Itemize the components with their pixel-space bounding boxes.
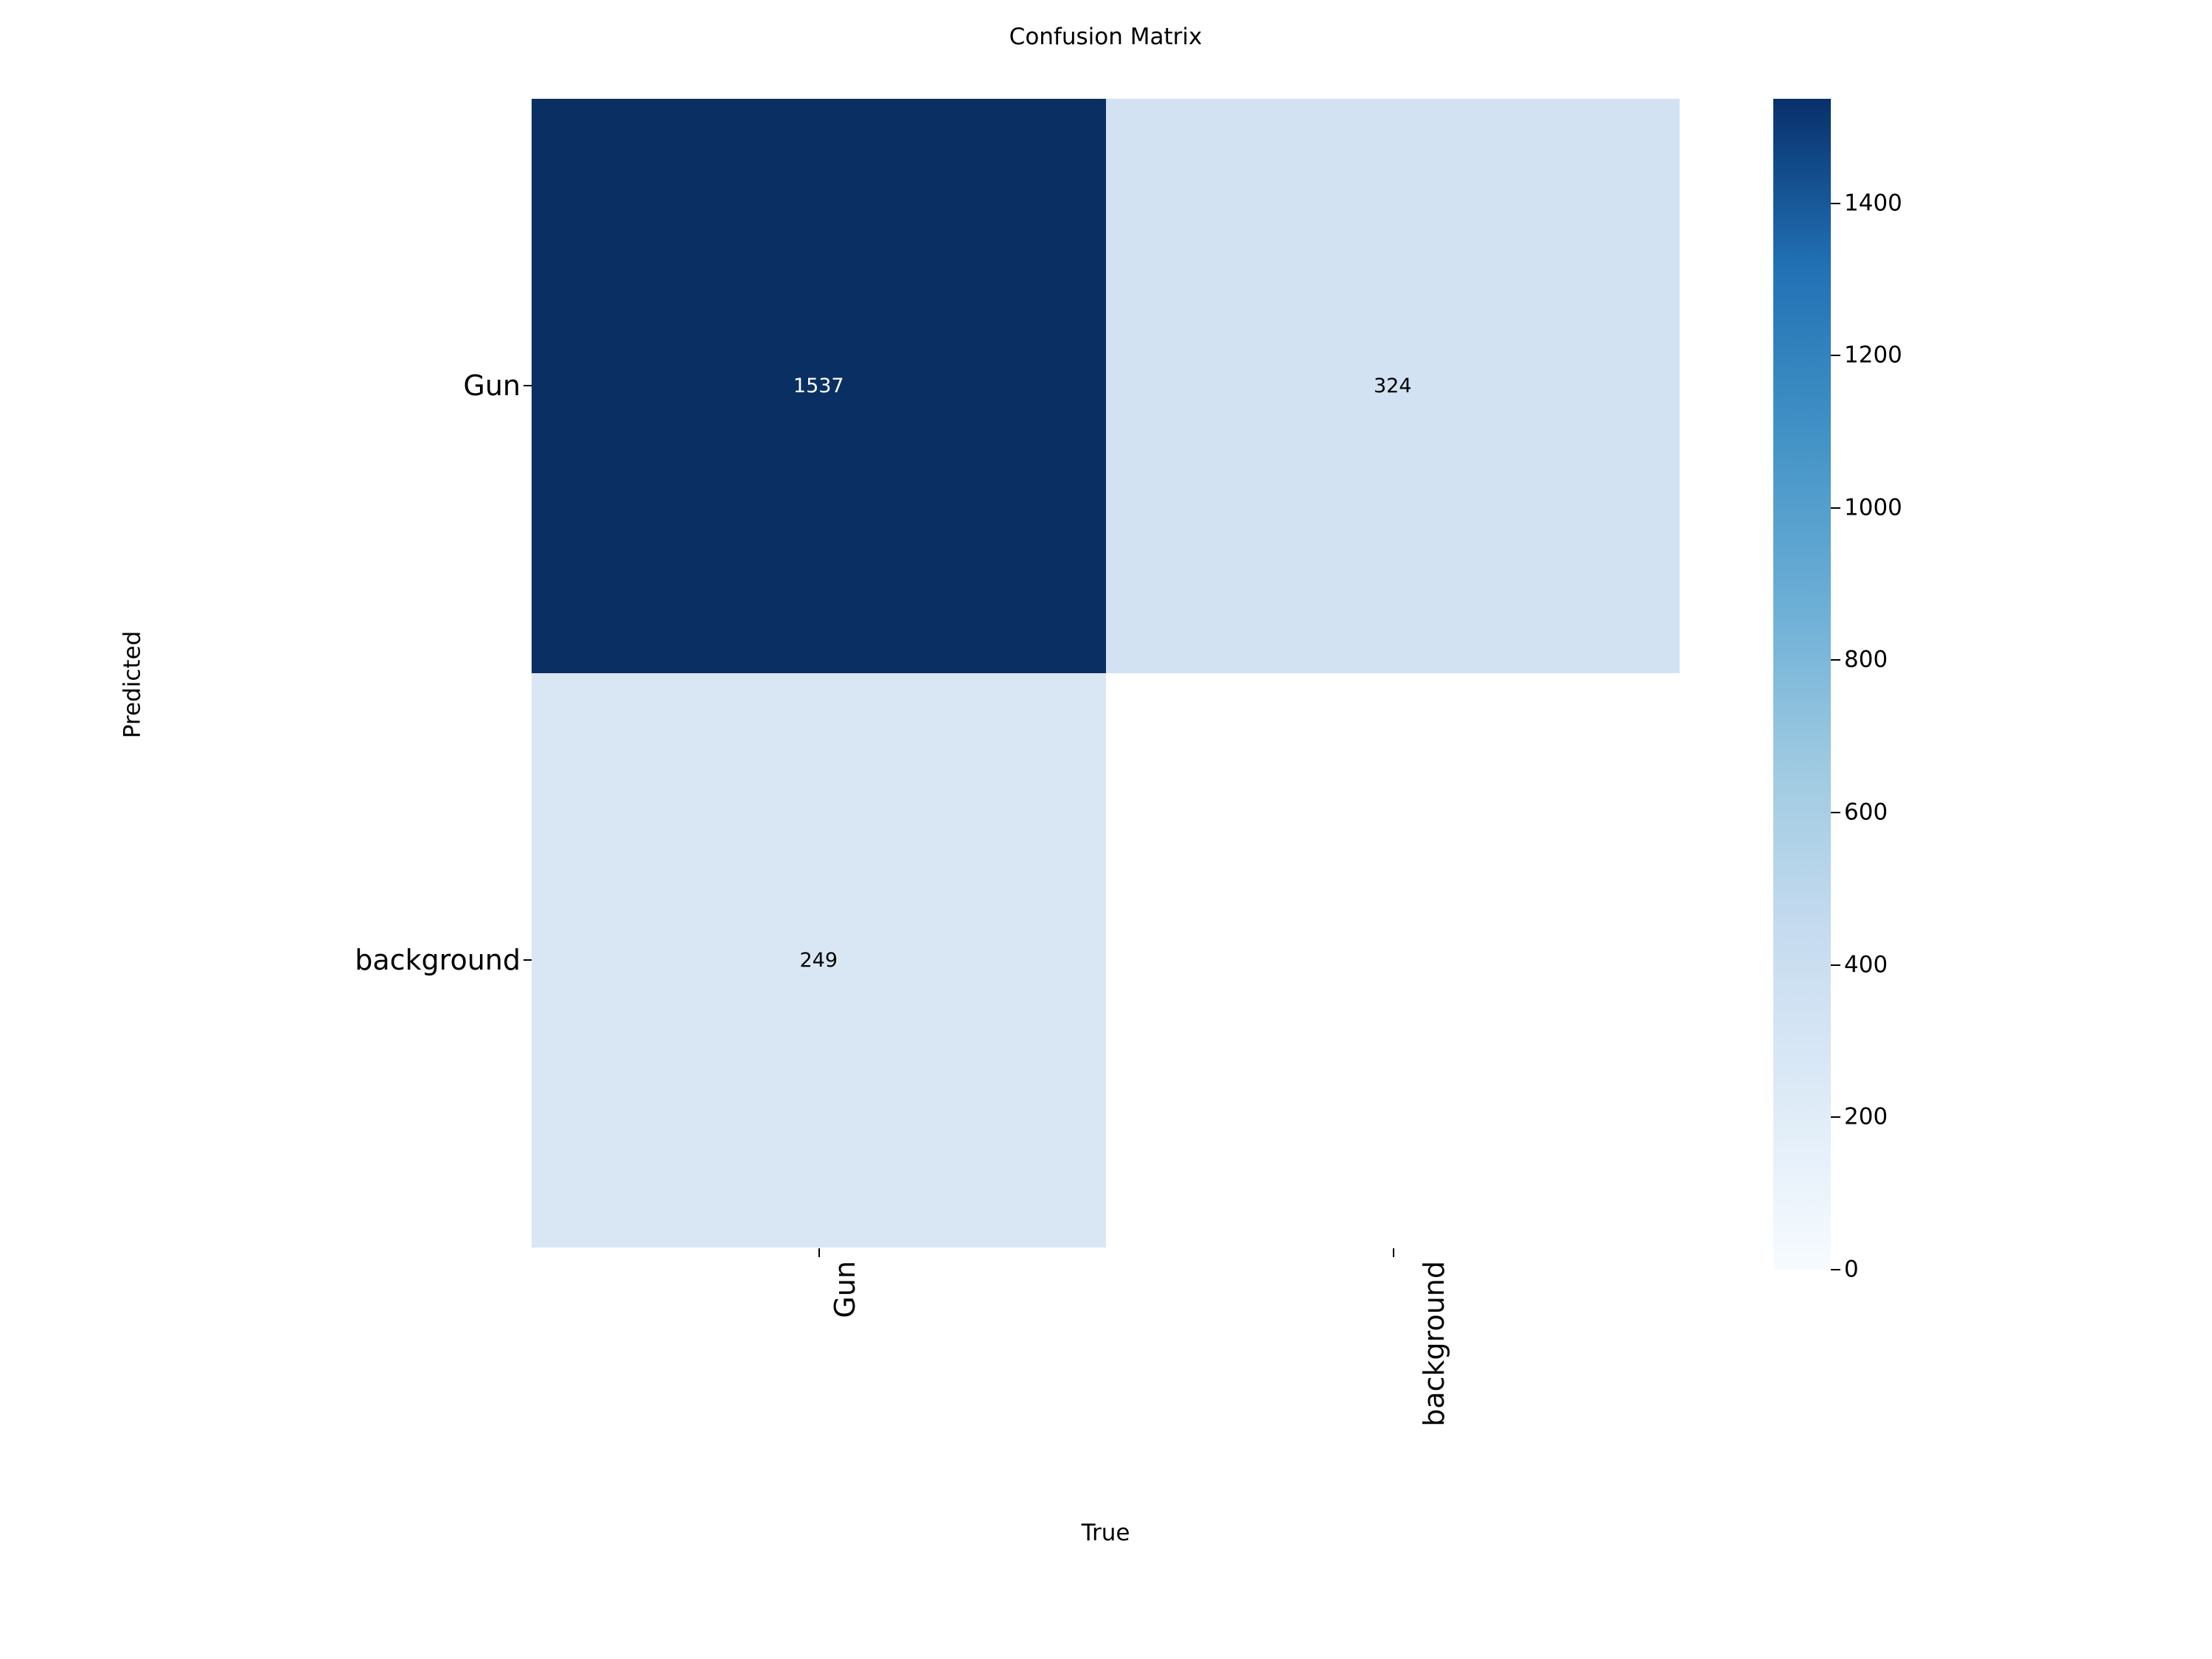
heatmap-cell-background-background[interactable] [1105,673,1680,1248]
x-tick-mark-gun [818,1248,820,1257]
x-axis-label: True [1081,1520,1130,1546]
colorbar-tick-mark [1831,964,1840,966]
colorbar-tick-mark [1831,507,1840,509]
x-tick-mark-background [1393,1248,1394,1257]
cell-value: 1537 [793,375,844,397]
x-axis-tick-label-gun: Gun [829,1261,861,1318]
colorbar-tick-label: 800 [1844,646,1888,673]
colorbar-tick-mark [1831,812,1840,814]
heatmap-cell-background-gun[interactable]: 249 [532,673,1106,1248]
y-tick-mark-gun [524,385,532,386]
colorbar-tick-mark [1831,1269,1840,1270]
colorbar-tick-label: 1000 [1844,494,1902,521]
heatmap-grid: 1537 324 249 [532,99,1680,1248]
y-axis-label: Predicted [119,630,146,739]
colorbar: 0 200 400 600 800 1000 1200 1400 [1773,99,1902,1281]
colorbar-tick-label: 200 [1844,1103,1888,1130]
colorbar-tick-mark [1831,1116,1840,1119]
colorbar-tick-label: 1200 [1844,341,1902,369]
colorbar-tick-label: 600 [1844,799,1888,826]
colorbar-tick-mark [1831,355,1840,357]
colorbar-tick-label: 400 [1844,951,1888,978]
colorbar-tick-mark [1831,202,1840,204]
y-tick-mark-background [524,959,532,961]
colorbar-tick-label: 0 [1844,1256,1859,1283]
heatmap-cell-gun-gun[interactable]: 1537 [532,99,1106,673]
page-title: Confusion Matrix [1009,24,1203,50]
colorbar-gradient [1773,99,1831,1270]
y-axis-tick-label-background: background [355,944,521,976]
y-axis-tick-label-gun: Gun [463,369,521,402]
colorbar-tick-mark [1831,659,1840,661]
heatmap-cell-gun-background[interactable]: 324 [1105,99,1680,673]
cell-value: 324 [1373,375,1412,397]
cell-value: 249 [799,949,838,972]
x-axis-tick-label-background: background [1418,1261,1450,1427]
colorbar-tick-label: 1400 [1844,189,1902,217]
